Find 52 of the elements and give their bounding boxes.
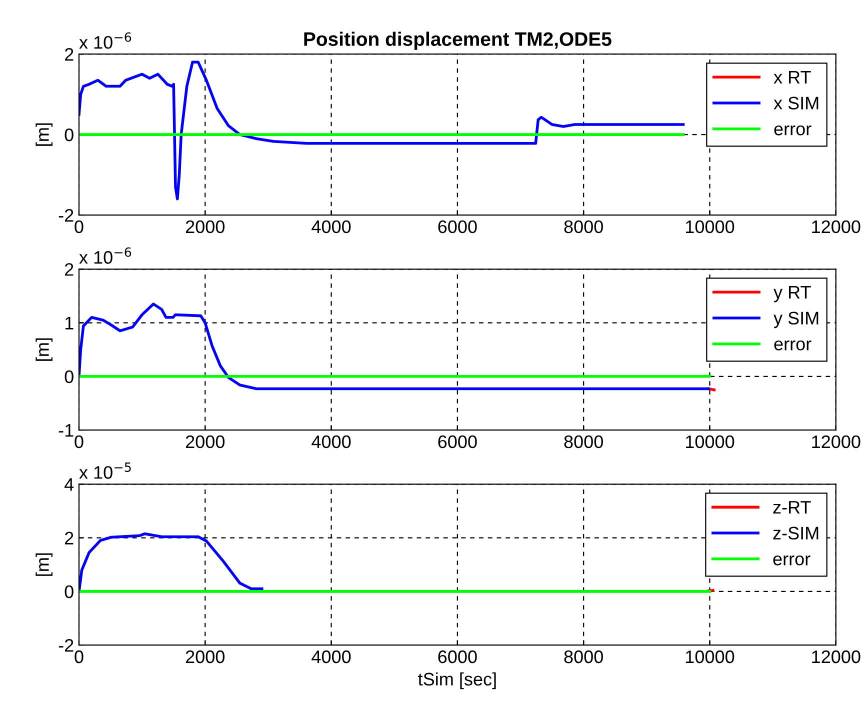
x-tick-label: 10000 (686, 220, 734, 234)
text: x 10$^{−5}$ (79, 462, 131, 479)
y-tick-label: 1 (65, 316, 74, 330)
y-tick-label: -1 (58, 424, 74, 437)
x-tick-label: 8000 (564, 435, 603, 448)
y-tick-label: 0 (64, 128, 74, 142)
x-tick-label: 6000 (438, 220, 477, 234)
x-tick-label: 2000 (186, 650, 225, 664)
legend-label: y RT (774, 286, 811, 302)
x-tick-label: 0 (74, 220, 84, 234)
y-tick-label: 0 (64, 370, 74, 384)
legend-label: error (773, 555, 810, 566)
x-tick-label: 8000 (564, 220, 603, 234)
x-tick-label: 2000 (186, 435, 225, 448)
text: x 10$^{−6}$ (79, 247, 132, 264)
y-tick-label: 2 (64, 532, 74, 544)
legend-label: x RT (774, 71, 811, 84)
y-tick-label: -2 (58, 639, 74, 652)
x-tick-label: 4000 (312, 650, 351, 664)
line-series (78, 532, 264, 593)
x-tick-label: 10000 (686, 650, 734, 664)
legend-label: z-RT (773, 501, 811, 514)
y-axis-title: [m] (36, 338, 53, 361)
legend-label: error (774, 125, 812, 136)
x-tick-label: 12000 (812, 650, 860, 664)
x-tick-label: 12000 (812, 435, 860, 448)
line-series (78, 302, 710, 390)
legend-label: y SIM (774, 312, 818, 328)
x-tick-label: 6000 (438, 435, 477, 448)
x-tick-label: 12000 (812, 220, 860, 234)
x-tick-label: 4000 (312, 435, 351, 448)
x-tick-label: 10000 (686, 435, 734, 448)
y-tick-label: 0 (64, 585, 74, 598)
x-axis-title: tSim [sec] (418, 672, 496, 690)
x-tick-label: 0 (74, 435, 84, 448)
line-series (78, 60, 685, 200)
y-axis-title: [m] (36, 123, 53, 146)
legend-label: z-SIM (773, 526, 818, 540)
legend-label: error (774, 340, 812, 350)
y-axis-title: [m] (36, 553, 53, 576)
x-tick-label: 4000 (312, 220, 351, 234)
text: x 10$^{−6}$ (79, 32, 132, 49)
x-tick-label: 6000 (438, 650, 477, 664)
y-tick-label: 4 (64, 478, 74, 491)
x-tick-label: 8000 (564, 650, 603, 664)
legend-label: x SIM (774, 96, 818, 110)
y-tick-label: 2 (64, 263, 74, 276)
x-tick-label: 2000 (186, 220, 225, 234)
y-tick-label: -2 (58, 208, 74, 222)
y-tick-label: 2 (64, 48, 74, 61)
chart-title: Position displacement TM2,ODE5 (304, 32, 612, 50)
x-tick-label: 0 (74, 650, 84, 664)
